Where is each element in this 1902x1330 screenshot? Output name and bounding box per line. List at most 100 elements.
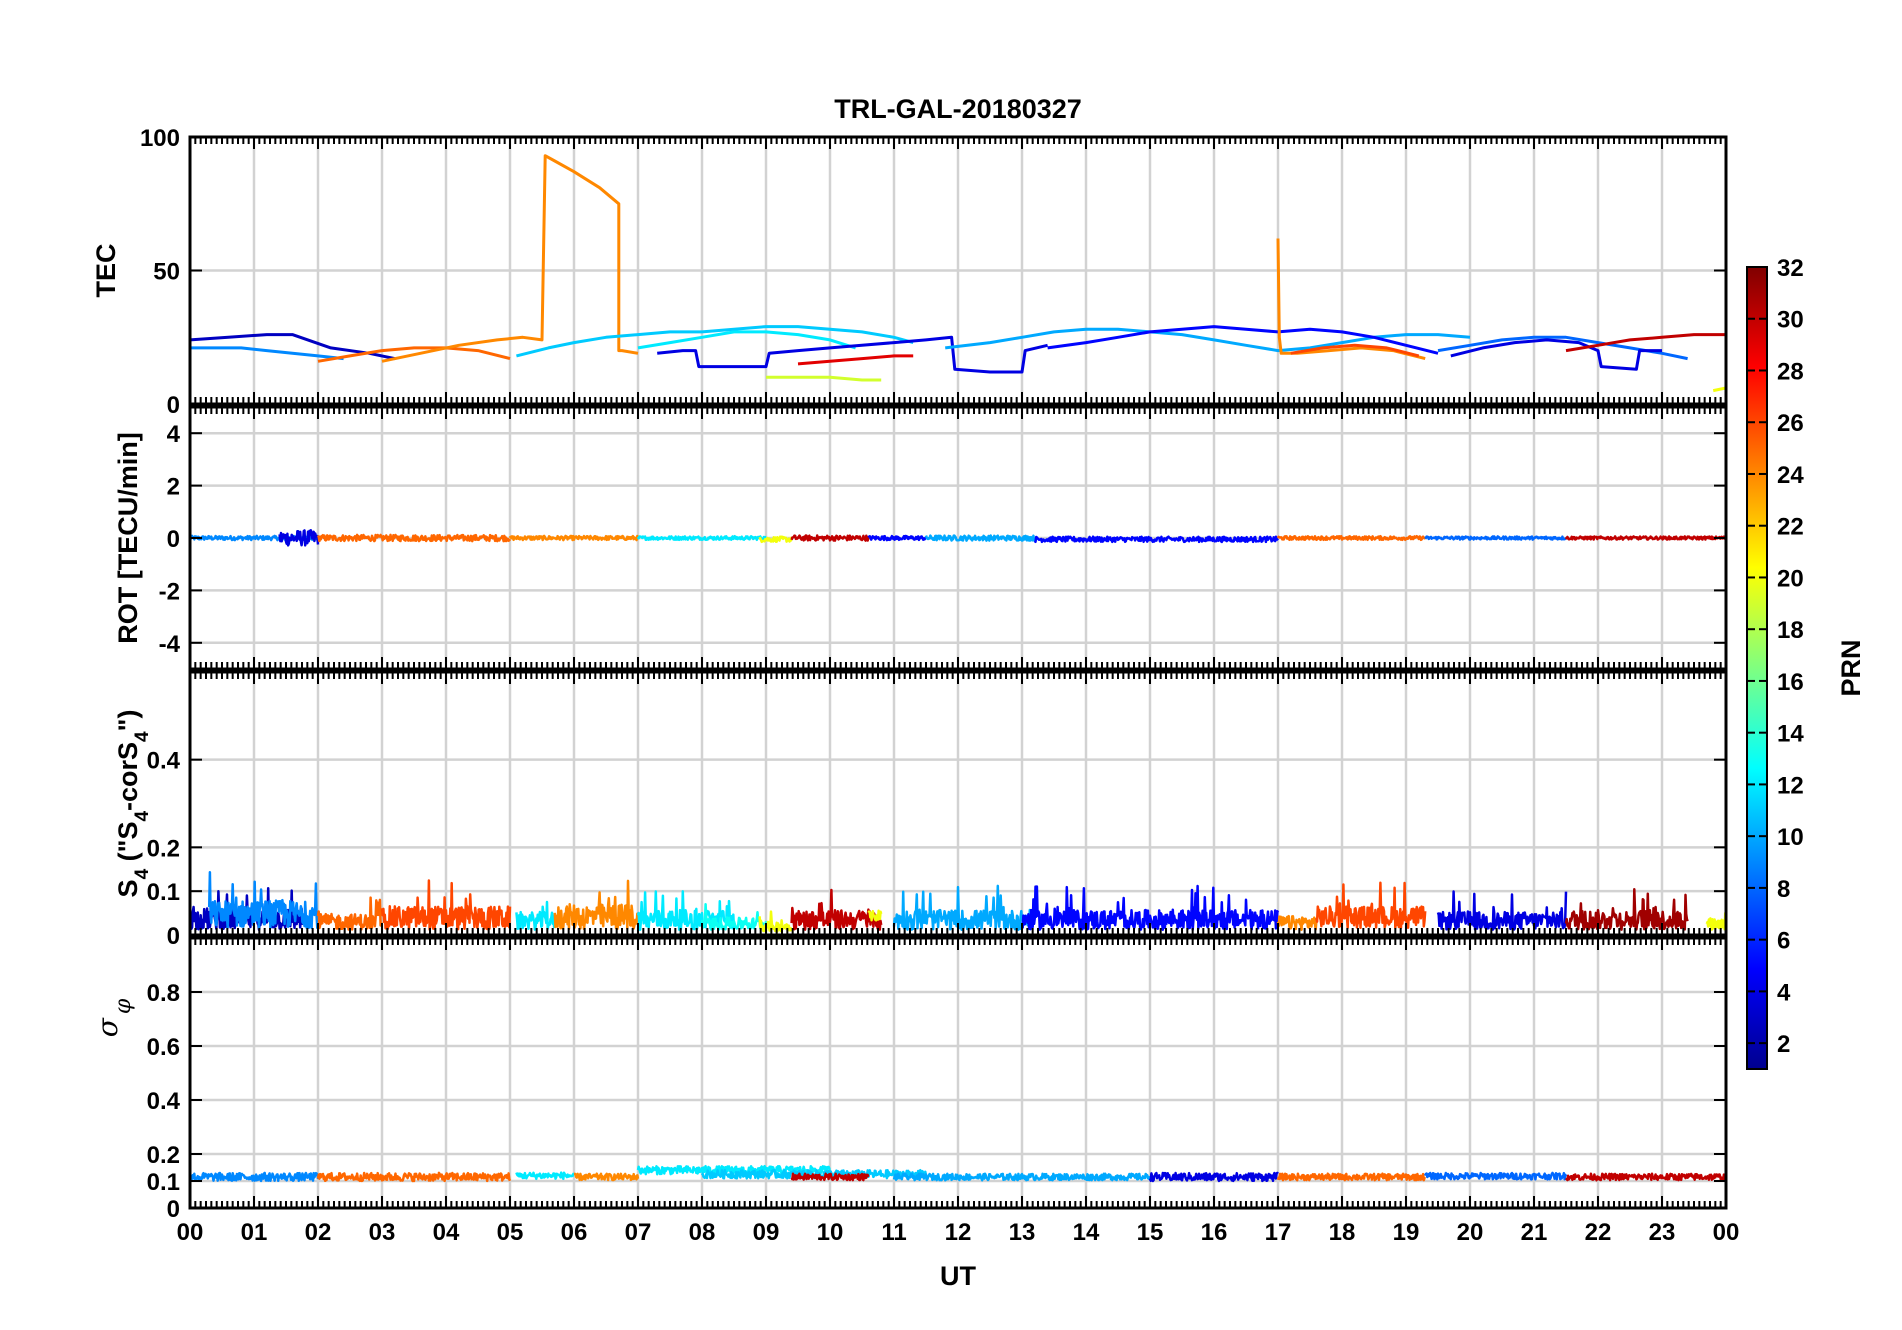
x-tick-label: 13 — [1009, 1219, 1036, 1246]
x-tick-label: 18 — [1329, 1219, 1356, 1246]
y-tick-label: 0 — [167, 1196, 180, 1223]
colorbar-tick-label: 22 — [1777, 514, 1804, 541]
series-prn-12 — [637, 330, 857, 350]
y-axis-label-part: -corS — [113, 742, 143, 811]
series-prn-24 — [1276, 914, 1318, 931]
colorbar-tick-label: 6 — [1777, 928, 1790, 955]
series-prn-4 — [1148, 1171, 1279, 1183]
x-tick-label: 10 — [817, 1219, 844, 1246]
series-prn-19 — [766, 375, 882, 382]
series-prn-12 — [636, 534, 767, 542]
series-prn-25 — [316, 533, 512, 543]
colorbar-tick-label: 12 — [1777, 772, 1804, 799]
y-tick-label: -4 — [159, 631, 181, 658]
y-tick-label: 50 — [153, 259, 180, 286]
series-prn-11 — [516, 325, 914, 358]
series-prn-20 — [867, 909, 883, 922]
series-prn-20 — [1712, 386, 1726, 393]
series-prn-13 — [700, 902, 768, 931]
colorbar-tick-label: 30 — [1777, 307, 1804, 334]
series-prn-5 — [1033, 535, 1279, 544]
series-prn-24 — [508, 534, 640, 542]
series-prn-30 — [790, 1172, 870, 1182]
y-tick-label: 0.6 — [147, 1034, 180, 1061]
y-axis-label: ROT [TECU/min] — [113, 432, 143, 643]
x-tick-label: 09 — [753, 1219, 780, 1246]
series-prn-5 — [1020, 884, 1280, 931]
colorbar-tick-label: 16 — [1777, 669, 1804, 696]
panel-tec: 0 50 100 TEC — [91, 125, 1728, 419]
x-tick-label: 03 — [369, 1219, 396, 1246]
series-prn-20 — [758, 910, 793, 933]
series-prn-25 — [316, 896, 384, 931]
y-axis-label-part: ("S — [113, 822, 143, 869]
panel-s4: 00.10.20.4S4 ("S4-corS4") — [113, 670, 1728, 950]
series-prn-30 — [1565, 333, 1726, 353]
series-group — [190, 529, 1726, 547]
colorbar-tick-label: 14 — [1777, 721, 1804, 748]
x-tick-label: 00 — [1713, 1219, 1740, 1246]
series-prn-9 — [190, 1171, 320, 1183]
y-tick-label: 0 — [167, 392, 180, 419]
colorbar-tick-label: 20 — [1777, 565, 1804, 592]
y-tick-label: 0.1 — [147, 1169, 180, 1196]
x-tick-label: 06 — [561, 1219, 588, 1246]
chart-title: TRL-GAL-20180327 — [834, 94, 1082, 124]
series-prn-12 — [636, 1164, 832, 1176]
series-prn-10 — [924, 534, 1036, 542]
series-prn-25 — [1276, 1172, 1427, 1182]
y-tick-label: 0.1 — [147, 879, 180, 906]
series-prn-9 — [190, 346, 344, 361]
y-axis-label-part: ") — [113, 710, 143, 732]
series-prn-8 — [1424, 1171, 1568, 1181]
colorbar-tick-label: 4 — [1777, 979, 1791, 1006]
series-prn-30 — [790, 534, 870, 542]
y-tick-label: 100 — [140, 125, 180, 152]
series-prn-25 — [316, 1171, 512, 1183]
y-axis-label-part: 4 — [132, 811, 153, 822]
series-prn-25 — [317, 346, 511, 363]
series-prn-10 — [945, 327, 1471, 353]
x-tick-label: 11 — [881, 1219, 906, 1246]
colorbar-tick-label: 18 — [1777, 617, 1804, 644]
x-tick-label: 07 — [625, 1219, 652, 1246]
series-prn-20 — [1705, 911, 1726, 931]
colorbar-tick-label: 32 — [1777, 255, 1804, 282]
colorbar-label: PRN — [1836, 639, 1866, 696]
x-tick-label: 22 — [1585, 1219, 1612, 1246]
series-prn-9 — [207, 871, 320, 930]
x-tick-label: 16 — [1201, 1219, 1228, 1246]
x-tick-label: 14 — [1073, 1219, 1100, 1246]
x-axis-label: UT — [940, 1261, 976, 1291]
series-prn-25 — [1276, 534, 1426, 542]
y-axis-label: TEC — [91, 244, 121, 298]
series-prn-26 — [1290, 343, 1420, 358]
x-tick-label: 08 — [689, 1219, 716, 1246]
colorbar-tick-label: 8 — [1777, 876, 1790, 903]
x-tick-label: 23 — [1649, 1219, 1676, 1246]
series-prn-30 — [790, 888, 883, 931]
series-prn-10 — [892, 884, 1037, 931]
series-prn-30 — [1564, 1172, 1726, 1182]
series-prn-26 — [1315, 881, 1427, 930]
y-tick-label: 2 — [167, 474, 180, 501]
y-tick-label: 0 — [167, 526, 180, 553]
x-tick-label: 17 — [1265, 1219, 1292, 1246]
y-tick-label: 0.4 — [147, 1088, 181, 1115]
series-prn-5 — [1047, 325, 1439, 355]
y-axis-label: S4 ("S4-corS4") — [113, 710, 153, 898]
y-axis-label-part: 4 — [132, 731, 153, 742]
series-prn-5 — [867, 534, 927, 542]
colorbar-tick-label: 24 — [1777, 462, 1804, 489]
series-group — [190, 154, 1726, 393]
y-tick-label: 0 — [167, 923, 180, 950]
series-prn-24 — [553, 879, 639, 931]
series-prn-4 — [657, 335, 1048, 374]
series-prn-24 — [573, 1172, 640, 1182]
series-prn-12 — [636, 890, 736, 931]
series-prn-31 — [1564, 888, 1689, 931]
y-axis-label-part: S — [113, 879, 143, 897]
x-tick-label: 12 — [945, 1219, 972, 1246]
series-prn-8 — [1424, 535, 1568, 541]
